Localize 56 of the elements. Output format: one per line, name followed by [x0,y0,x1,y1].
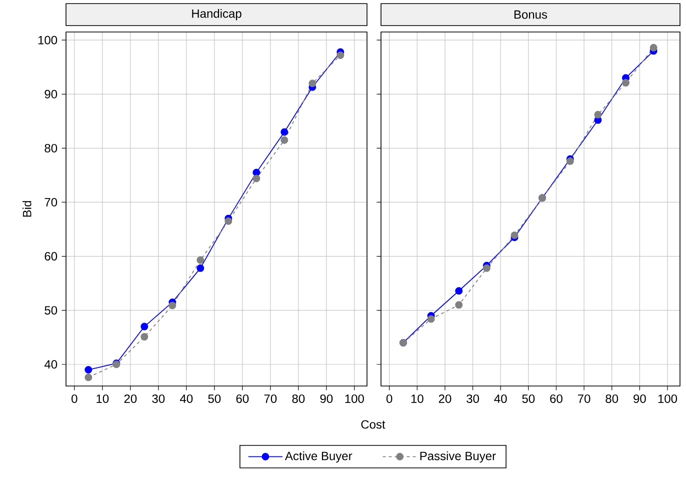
x-tick-label: 0 [386,394,392,403]
y-tick-label: 60 [44,252,58,261]
x-tick-label: 90 [634,394,646,403]
point [84,374,92,382]
y-tick-label: 80 [44,144,58,152]
x-tick-label: 70 [264,394,277,403]
chart-title: Handicap [192,9,242,20]
x-tick-label: 30 [152,394,165,403]
y-tick-label: 40 [44,360,58,369]
x-tick-label: 10 [96,394,109,403]
point [280,136,288,144]
y-tick-label: 100 [38,36,58,44]
x-tick-label: 80 [606,394,618,403]
x-tick-label: 60 [550,394,562,403]
x-axis-title: Cost [361,420,386,429]
x-tick-label: 40 [494,394,507,403]
point [140,322,148,330]
x-tick-label: 0 [72,394,78,403]
legend-label: Passive Buyer [420,451,496,463]
y-tick-label: 90 [44,90,58,98]
point [455,301,463,309]
x-tick-label: 10 [411,394,424,403]
point [427,315,435,323]
x-tick-label: 50 [522,394,535,403]
point [482,264,490,272]
point [308,80,316,88]
y-tick-label: 70 [44,198,58,206]
point [140,333,148,341]
point [280,128,288,136]
point [455,287,463,295]
x-tick-label: 40 [180,394,193,403]
point [168,302,176,310]
x-tick-label: 20 [438,394,452,403]
legend-label: Active Buyer [284,451,352,463]
x-tick-label: 70 [578,394,590,403]
point [594,110,602,118]
x-tick-label: 30 [466,394,479,403]
point [252,174,260,182]
x-tick-label: 100 [345,394,364,403]
point [224,217,232,225]
y-tick-label: 50 [44,306,58,315]
point [336,51,344,59]
x-tick-label: 20 [124,394,137,403]
point [84,366,92,374]
point [622,79,630,87]
point [650,44,658,52]
y-axis-title: Bid [22,201,32,217]
point [196,264,204,272]
x-tick-label: 80 [292,394,305,403]
point [196,256,204,264]
chart-title: Bonus [514,10,548,19]
x-tick-label: 50 [208,394,221,403]
x-tick-label: 60 [236,394,249,403]
x-tick-label: 100 [658,394,678,403]
point [510,231,518,239]
x-tick-label: 90 [320,394,333,403]
